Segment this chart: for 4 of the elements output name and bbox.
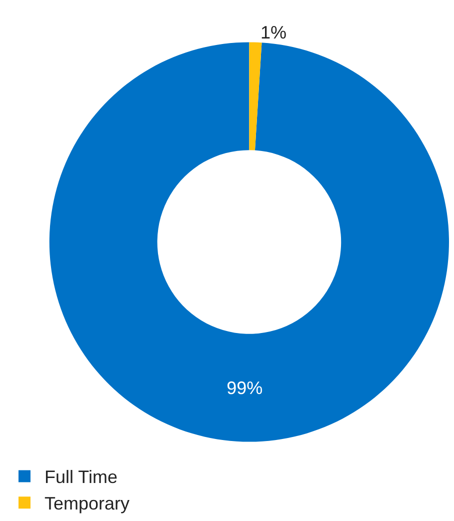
- legend-label: Temporary: [44, 494, 130, 514]
- legend-label: Full Time: [44, 467, 118, 488]
- data-label: 1%: [260, 22, 286, 42]
- data-label: 99%: [226, 378, 263, 398]
